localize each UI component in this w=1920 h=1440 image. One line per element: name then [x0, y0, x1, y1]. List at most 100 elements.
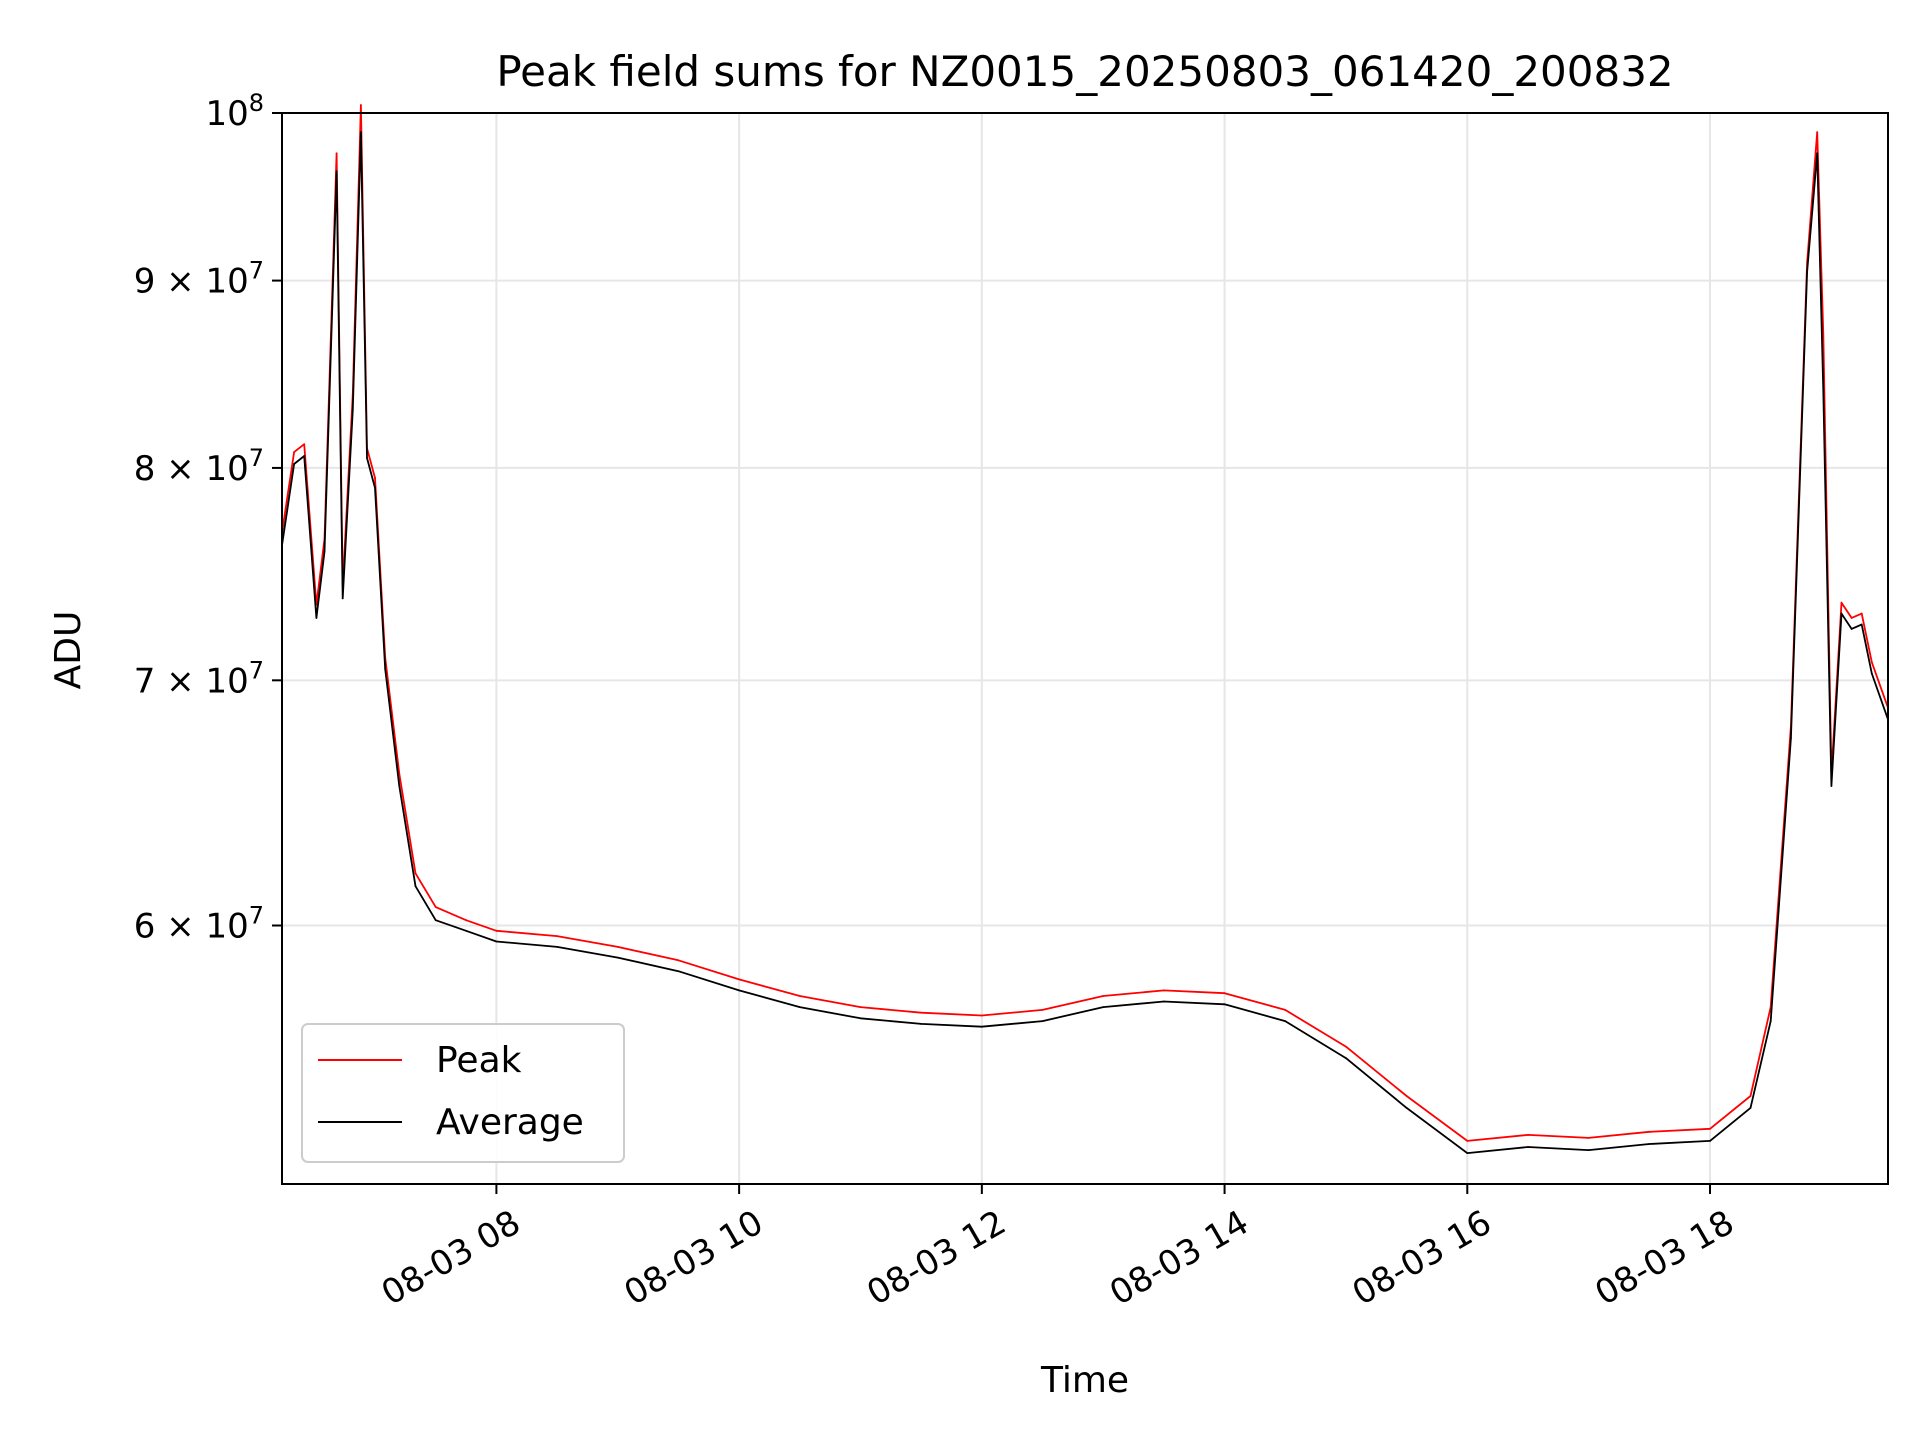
data-point-average — [384, 668, 387, 670]
y-tick-label: 9 × 107 — [134, 257, 264, 302]
data-point-average — [303, 455, 306, 457]
data-point-average — [1466, 1152, 1469, 1155]
data-point-average — [1860, 623, 1863, 626]
y-tick-label: 108 — [205, 89, 264, 134]
data-point-peak — [1850, 617, 1853, 619]
data-point-peak — [1648, 1130, 1651, 1133]
data-point-average — [351, 408, 354, 411]
data-point-average — [1790, 737, 1792, 740]
data-point-peak — [359, 104, 362, 106]
data-point-peak — [1860, 612, 1863, 615]
data-point-average — [738, 989, 741, 992]
data-point-peak — [465, 919, 467, 922]
data-point-average — [1709, 1140, 1711, 1142]
data-point-peak — [738, 978, 741, 981]
data-point-peak — [293, 451, 296, 453]
data-point-peak — [1587, 1136, 1590, 1139]
data-point-peak — [398, 773, 401, 775]
data-point-peak — [434, 906, 437, 908]
data-point-average — [859, 1017, 862, 1020]
data-point-average — [1850, 627, 1853, 630]
data-point-peak — [1749, 1095, 1752, 1097]
y-axis: 6 × 107 7 × 107 8 × 107 9 × 107 108 — [134, 89, 282, 947]
data-point-peak — [1041, 1008, 1044, 1011]
data-point-average — [1527, 1146, 1529, 1148]
data-point-peak — [1466, 1140, 1469, 1142]
data-point-peak — [556, 935, 558, 938]
data-point-peak — [859, 1006, 862, 1008]
data-point-peak — [1840, 601, 1843, 604]
data-point-average — [1822, 389, 1825, 392]
data-point-average — [1587, 1149, 1590, 1151]
data-point-average — [359, 131, 362, 134]
plot-frame — [281, 112, 1889, 1185]
data-point-average — [1162, 1000, 1165, 1003]
data-point-average — [1816, 152, 1819, 155]
data-point-average — [315, 617, 318, 619]
data-point-average — [920, 1023, 923, 1025]
data-point-average — [1102, 1006, 1105, 1008]
y-tick-label: 6 × 107 — [134, 902, 264, 947]
y-tick-label: 7 × 107 — [134, 656, 264, 701]
data-point-peak — [1870, 661, 1873, 664]
data-point-average — [341, 597, 344, 600]
legend-peak-label: Peak — [436, 1040, 522, 1081]
data-point-average — [1041, 1020, 1044, 1023]
data-point-average — [1405, 1106, 1408, 1109]
data-point-average — [556, 945, 558, 948]
legend-box — [301, 1023, 625, 1163]
data-point-peak — [1527, 1133, 1529, 1136]
data-point-peak — [1709, 1127, 1711, 1130]
y-axis-title: ADU — [48, 611, 89, 690]
data-point-peak — [414, 872, 417, 875]
legend: Peak Average — [301, 1023, 625, 1163]
data-point-peak — [980, 1014, 983, 1017]
data-point-average — [495, 940, 498, 943]
data-point-average — [335, 170, 338, 173]
data-point-peak — [335, 152, 338, 155]
chart-title: Peak field sums for NZ0015_20250803_0614… — [496, 47, 1673, 96]
data-point-average — [1284, 1020, 1287, 1023]
data-point-average — [980, 1025, 983, 1028]
data-point-peak — [798, 995, 801, 997]
data-point-peak — [1284, 1008, 1287, 1011]
data-point-average — [616, 956, 619, 959]
legend-average-label: Average — [436, 1102, 584, 1143]
data-point-average — [1806, 270, 1808, 273]
data-point-peak — [303, 443, 306, 446]
data-point-peak — [1223, 992, 1226, 995]
data-point-average — [323, 550, 326, 553]
data-point-average — [374, 487, 376, 489]
data-point-average — [434, 919, 437, 922]
data-point-average — [1345, 1057, 1347, 1060]
data-point-peak — [1162, 989, 1165, 992]
data-point-peak — [616, 945, 619, 948]
data-point-peak — [1405, 1095, 1408, 1097]
data-point-peak — [495, 929, 498, 932]
data-point-average — [465, 929, 467, 932]
data-point-average — [677, 970, 680, 973]
data-point-average — [1830, 785, 1833, 787]
data-point-average — [366, 457, 368, 459]
data-point-peak — [1345, 1045, 1347, 1048]
data-point-average — [414, 885, 417, 888]
data-point-peak — [677, 959, 680, 962]
data-point-average — [1870, 672, 1873, 675]
data-point-peak — [1822, 333, 1825, 336]
data-point-average — [1648, 1143, 1651, 1145]
data-point-average — [293, 463, 296, 465]
data-point-peak — [920, 1011, 923, 1014]
data-point-average — [1749, 1106, 1752, 1109]
data-point-average — [798, 1006, 801, 1008]
y-tick-label: 8 × 107 — [134, 444, 264, 489]
x-axis-title: Time — [1040, 1360, 1129, 1401]
data-point-average — [1840, 612, 1843, 615]
data-point-peak — [1816, 131, 1819, 134]
data-point-average — [1223, 1003, 1226, 1006]
data-point-average — [1769, 1020, 1772, 1023]
data-point-average — [398, 785, 401, 787]
data-point-peak — [1102, 995, 1105, 997]
grid — [282, 113, 1888, 1184]
